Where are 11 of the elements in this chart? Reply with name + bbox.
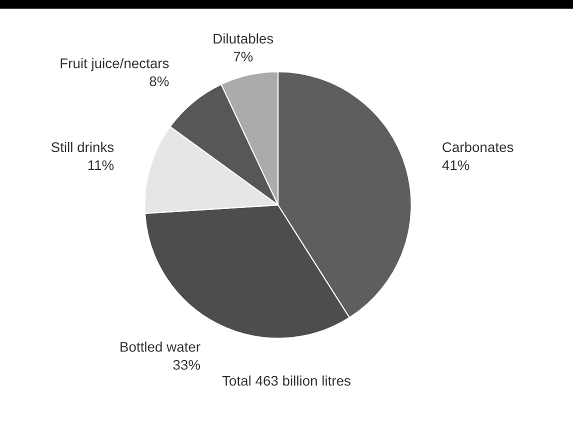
data-label: 8% — [150, 76, 169, 86]
slice-label: Carbonates — [442, 142, 514, 152]
slice-label: Still drinks — [51, 142, 114, 152]
slice-label: Bottled water — [120, 342, 200, 352]
slice-label: Dilutables — [214, 33, 274, 44]
data-label: 41% — [442, 160, 470, 170]
data-label: 33% — [173, 360, 200, 370]
slice-label: Fruit juice/nectars — [60, 58, 169, 71]
data-label: 7% — [234, 52, 253, 62]
text: Total 463 billion litres — [222, 376, 350, 386]
data-label: 11% — [88, 160, 114, 170]
